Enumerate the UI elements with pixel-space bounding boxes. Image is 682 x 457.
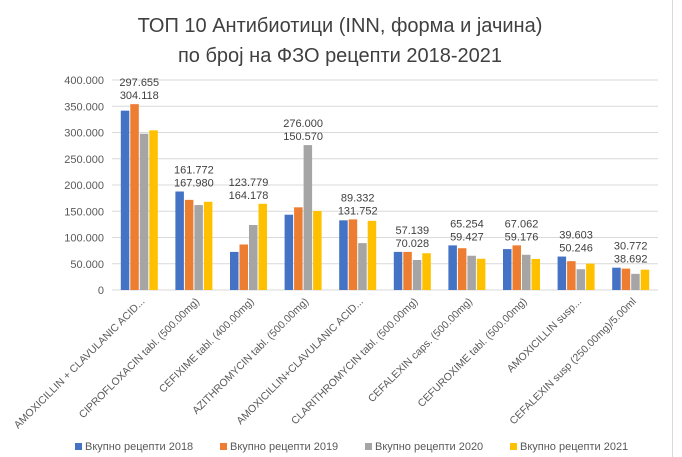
bar-2021 [586, 263, 595, 290]
data-label-2020: 276.000 [283, 118, 323, 130]
bars [120, 104, 650, 291]
chart-title-line1: ТОП 10 Антибиотици (INN, форма и јачина) [138, 15, 543, 37]
data-label-2020: 39.603 [559, 230, 593, 242]
bar-2019 [567, 261, 576, 290]
data-label-2021: 50.246 [559, 243, 593, 255]
legend-label: Вкупно рецепти 2019 [230, 441, 338, 453]
data-label-2020: 65.254 [450, 218, 484, 230]
data-label-2020: 123.779 [229, 177, 269, 189]
y-tick-label: 100.000 [64, 233, 104, 245]
x-tick-label: CEFALEXIN susp (250.00mg)/5.00ml [507, 296, 638, 427]
bar-2018 [230, 251, 239, 290]
bar-2020 [249, 225, 258, 290]
y-tick-label: 0 [98, 285, 104, 297]
bar-2018 [175, 191, 184, 290]
data-label-2020: 67.062 [505, 218, 539, 230]
y-tick-label: 50.000 [70, 259, 104, 271]
bar-2018 [557, 256, 567, 290]
bar-2020 [412, 260, 422, 290]
data-label-2021: 150.570 [283, 131, 323, 143]
data-label-2020: 297.655 [119, 77, 159, 89]
x-tick-label: CIPROFLOXACIN tabl. (500.00mg) [77, 296, 202, 421]
legend-swatch-2020 [365, 443, 372, 450]
bar-2019 [294, 207, 303, 290]
bar-2019 [457, 248, 467, 290]
bar-2021 [640, 269, 650, 290]
bar-2018 [339, 220, 348, 290]
bar-2019 [621, 268, 631, 290]
data-label-2021: 167.980 [174, 178, 214, 190]
bar-2019 [348, 219, 358, 290]
bar-2019 [403, 251, 412, 290]
data-label-2020: 57.139 [395, 225, 429, 237]
x-tick-label: CEFALEXIN caps. (500.00mg) [366, 296, 475, 405]
data-label-2020: 89.332 [341, 192, 375, 204]
bar-2021 [476, 258, 486, 290]
bar-2019 [512, 245, 521, 290]
data-label-2021: 70.028 [395, 238, 429, 250]
legend-swatch-2018 [75, 443, 82, 450]
bar-2021 [531, 258, 540, 290]
bar-2019 [239, 244, 248, 290]
bar-2021 [367, 220, 377, 290]
bar-2018 [612, 267, 621, 290]
data-label-2021: 131.752 [338, 205, 378, 217]
bar-2020 [139, 133, 149, 290]
bar-2020 [467, 255, 476, 290]
data-label-2021: 59.427 [450, 231, 484, 243]
legend: Вкупно рецепти 2018 Вкупно рецепти 2019 Вк… [75, 441, 628, 453]
bar-2020 [194, 205, 203, 290]
legend-label: Вкупно рецепти 2020 [375, 441, 483, 453]
bar-2019 [184, 199, 194, 290]
bar-2018 [120, 110, 130, 290]
bar-2018 [284, 214, 294, 290]
data-label-2020: 161.772 [174, 165, 214, 177]
data-label-2021: 304.118 [120, 90, 159, 102]
y-tick-label: 400.000 [64, 75, 104, 87]
bar-2020 [631, 273, 640, 290]
y-tick-label: 300.000 [64, 128, 104, 140]
bar-2021 [149, 130, 158, 290]
legend-label: Вкупно рецепти 2021 [520, 441, 628, 453]
chart-title-line2: по број на ФЗО рецепти 2018-2021 [178, 45, 502, 67]
bar-2018 [503, 249, 512, 290]
legend-swatch-2019 [220, 443, 227, 450]
grid: 0 50.000 100.000 150.000 200.000 250.000 300.0… [64, 75, 658, 297]
y-tick-label: 250.000 [64, 154, 104, 166]
x-axis-labels: AMOXICILLIN + CLAVULANIC ACID...CIPROFLO… [12, 296, 639, 432]
y-tick-label: 150.000 [64, 206, 104, 218]
bar-2018 [393, 251, 403, 290]
bar-2021 [258, 203, 267, 290]
data-label-2021: 38.692 [614, 254, 648, 266]
data-label-2020: 30.772 [614, 241, 648, 253]
bar-2020 [522, 254, 531, 290]
y-tick-label: 200.000 [64, 180, 104, 192]
bar-2021 [203, 201, 213, 290]
bar-2018 [448, 245, 457, 290]
bar-2021 [422, 253, 431, 290]
y-tick-label: 350.000 [64, 101, 104, 113]
bar-2019 [130, 104, 139, 291]
bar-2020 [303, 145, 313, 290]
data-label-2021: 164.178 [229, 190, 269, 202]
data-label-2021: 59.176 [505, 231, 539, 243]
x-tick-label: CEFIXIME tabl. (400.00mg) [157, 296, 257, 396]
legend-label: Вкупно рецепти 2018 [85, 441, 193, 453]
bar-2020 [576, 269, 586, 290]
x-tick-label: CEFUROXIME tabl. (500.00mg) [416, 296, 530, 410]
bar-2020 [358, 243, 367, 290]
bar-2021 [313, 210, 322, 290]
legend-swatch-2021 [510, 443, 517, 450]
x-tick-label: AZITHROMYCIN tabl. (500.00mg) [190, 296, 311, 417]
